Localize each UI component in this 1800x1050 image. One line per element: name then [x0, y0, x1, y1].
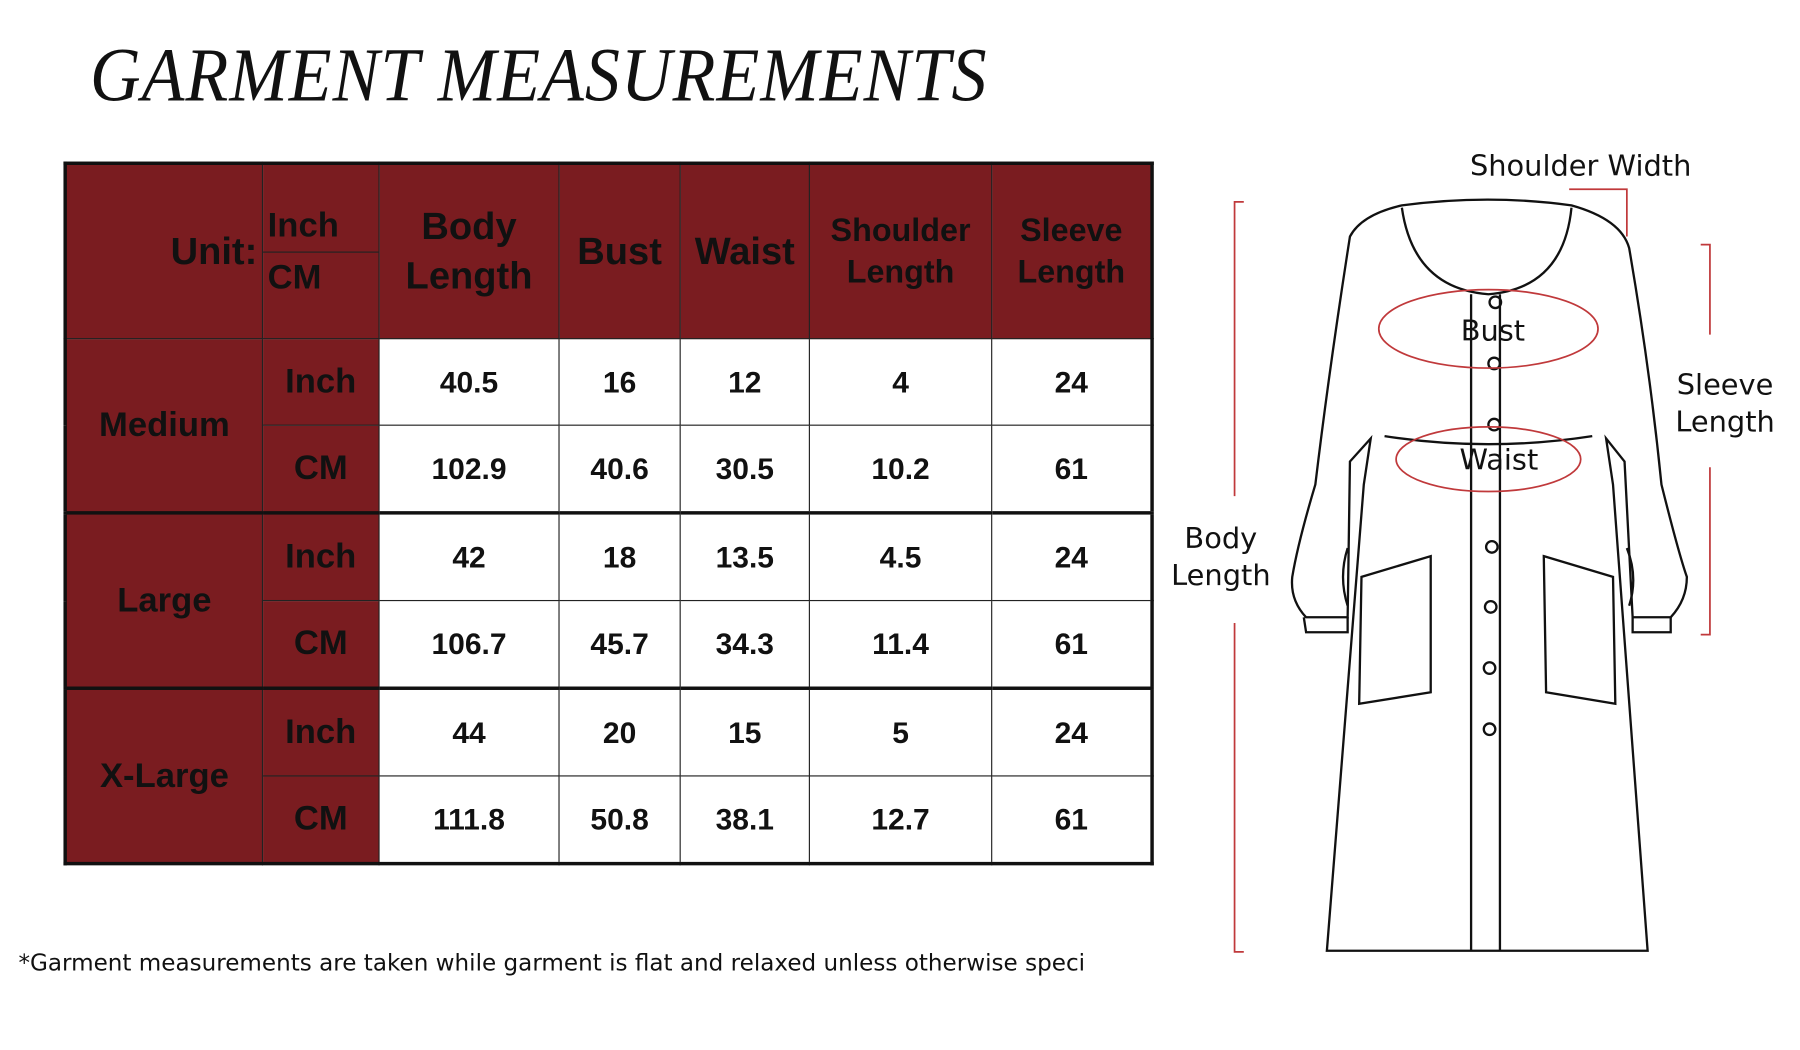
unit-type: Inch — [261, 686, 380, 777]
body-length-label: Body Length — [1171, 521, 1271, 592]
measurement-cell: 106.7 — [378, 599, 560, 689]
measurement-cell: 4 — [808, 338, 993, 426]
page-title: GARMENT MEASUREMENTS — [89, 33, 988, 118]
measurement-cell: 42 — [378, 511, 560, 602]
unit-type: CM — [261, 775, 380, 865]
table-row: CM 106.7 45.7 34.3 11.4 61 — [65, 599, 1153, 689]
waist-ellipse — [1395, 426, 1582, 493]
size-label: X-Large — [64, 686, 264, 865]
measurement-cell: 20 — [558, 686, 681, 777]
size-chart-table: Unit: Inch CM Body Length Bust Waist Shou… — [63, 161, 1154, 866]
measurement-cell: 24 — [991, 511, 1153, 602]
col-shoulder-length: Shoulder Length — [808, 162, 993, 340]
measurement-cell: 11.4 — [808, 599, 993, 689]
col-body-length: Body Length — [378, 162, 560, 340]
table-row: Large Inch 42 18 13.5 4.5 24 — [64, 511, 1153, 689]
measurement-cell: 44 — [378, 686, 560, 777]
measurement-cell: 61 — [991, 424, 1153, 514]
col-bust: Bust — [558, 162, 681, 340]
measurement-cell: 18 — [558, 511, 681, 602]
col-sleeve-length: Sleeve Length — [991, 162, 1153, 340]
waist-label: Waist — [1459, 443, 1539, 477]
measurement-cell: 12 — [679, 338, 810, 426]
size-label: Large — [64, 511, 264, 689]
measurement-cell: 102.9 — [378, 424, 560, 514]
measurement-cell: 15 — [679, 686, 810, 777]
measurement-cell: 45.7 — [558, 599, 681, 689]
unit-type: CM — [261, 424, 380, 514]
measurement-cell: 111.8 — [378, 775, 560, 865]
measurement-cell: 13.5 — [679, 511, 810, 602]
unit-inch: Inch — [263, 166, 379, 253]
body-length-line — [1233, 201, 1244, 953]
shoulder-width-line — [1569, 188, 1628, 237]
bust-ellipse — [1377, 288, 1599, 369]
measurement-cell: 38.1 — [679, 775, 810, 865]
measurement-cell: 24 — [991, 686, 1153, 777]
measurement-cell: 30.5 — [679, 424, 810, 514]
measurement-guides — [1233, 188, 1711, 953]
col-waist: Waist — [679, 162, 810, 340]
table-row: CM 111.8 50.8 38.1 12.7 61 — [65, 775, 1153, 865]
table-row: Medium Inch 40.5 16 12 4 24 — [64, 338, 1153, 514]
dress-outline — [1290, 198, 1689, 952]
table-row: CM 102.9 40.6 30.5 10.2 61 — [65, 424, 1153, 514]
sleeve-length-line — [1700, 243, 1711, 636]
measurement-cell: 24 — [991, 338, 1153, 426]
shoulder-width-label: Shoulder Width — [1469, 148, 1692, 183]
footnote: *Garment measurements are taken while ga… — [18, 948, 1086, 977]
unit-type: CM — [261, 599, 380, 689]
size-label: Medium — [64, 338, 264, 514]
unit-cm: CM — [267, 257, 322, 296]
measurement-cell: 40.6 — [558, 424, 681, 514]
measurement-cell: 40.5 — [378, 338, 560, 426]
measurement-cell: 50.8 — [558, 775, 681, 865]
unit-type: Inch — [261, 511, 380, 602]
unit-type: Inch — [261, 338, 380, 426]
measurement-cell: 5 — [808, 686, 993, 777]
unit-label: Unit: — [64, 162, 264, 340]
measurement-cell: 12.7 — [808, 775, 993, 865]
measurement-cell: 34.3 — [679, 599, 810, 689]
table-row: X-Large Inch 44 20 15 5 24 — [64, 686, 1153, 865]
unit-options: Inch CM — [261, 162, 380, 340]
sleeve-length-label: Sleeve Length — [1675, 368, 1775, 439]
bust-label: Bust — [1460, 313, 1526, 348]
measurement-cell: 61 — [991, 775, 1153, 865]
measurement-cell: 4.5 — [808, 511, 993, 602]
